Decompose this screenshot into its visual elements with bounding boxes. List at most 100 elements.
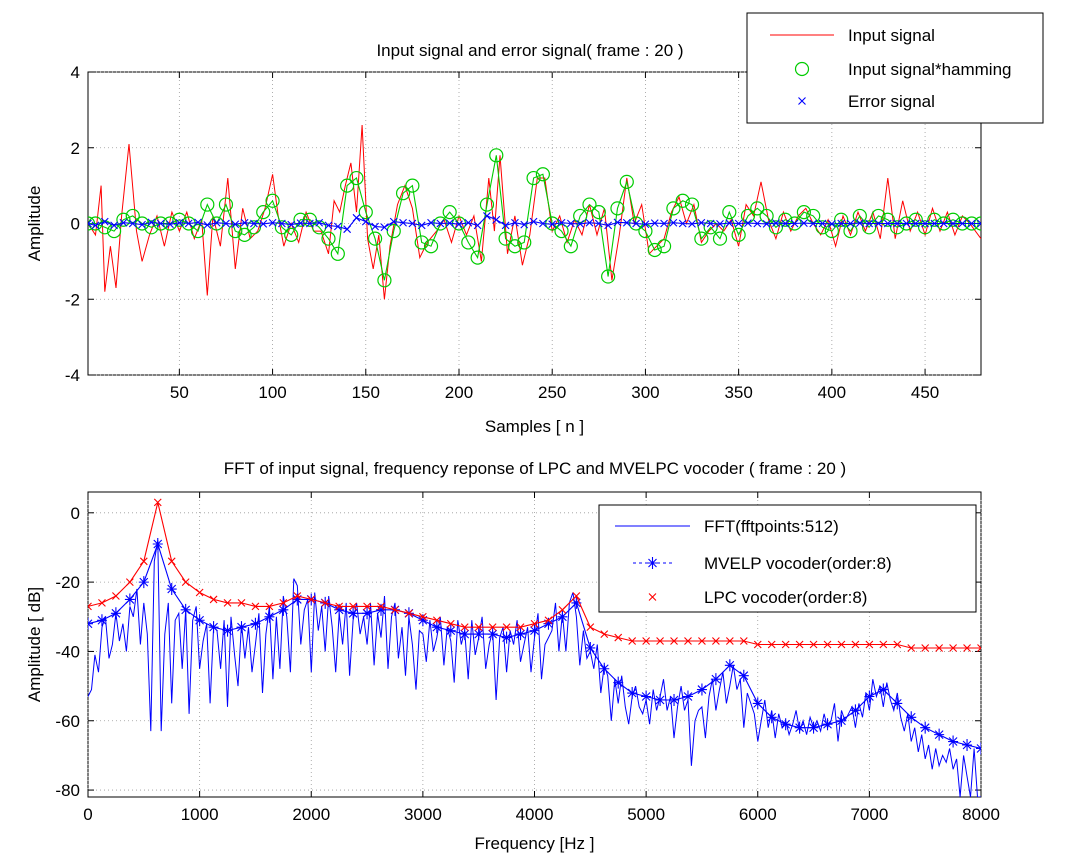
data-point xyxy=(517,235,532,250)
data-point xyxy=(767,640,776,649)
data-point xyxy=(696,683,707,696)
data-point xyxy=(851,640,860,649)
data-point xyxy=(939,219,948,228)
data-point xyxy=(647,242,662,258)
data-point xyxy=(744,219,752,228)
data-point xyxy=(507,239,523,254)
data-point xyxy=(529,624,540,637)
data-point xyxy=(759,208,774,224)
legend-label: Input signal*hamming xyxy=(848,60,1011,79)
data-point xyxy=(921,644,930,652)
data-point xyxy=(110,221,118,230)
data-point xyxy=(890,220,905,235)
data-point xyxy=(827,219,836,228)
data-point xyxy=(836,714,847,727)
y-tick-label: -80 xyxy=(55,781,80,800)
data-point xyxy=(110,607,121,620)
data-point xyxy=(321,599,330,607)
data-point xyxy=(837,219,846,228)
data-point xyxy=(256,205,271,220)
data-point xyxy=(445,624,456,637)
data-point xyxy=(920,721,931,734)
data-point xyxy=(893,640,902,649)
data-point xyxy=(843,223,858,239)
x-tick-label: 8000 xyxy=(962,805,1000,824)
data-point xyxy=(883,219,892,228)
data-point xyxy=(124,593,135,606)
data-point xyxy=(669,218,678,227)
data-point xyxy=(655,693,666,706)
data-point xyxy=(594,219,603,228)
data-point xyxy=(600,630,609,638)
data-point xyxy=(460,623,469,632)
data-point xyxy=(264,610,275,623)
data-point xyxy=(473,221,482,230)
data-point xyxy=(822,718,833,731)
data-point xyxy=(371,222,379,231)
legend: Input signal Input signal*hamming Error si… xyxy=(746,12,1044,124)
data-point xyxy=(641,220,650,229)
data-point xyxy=(119,218,128,227)
data-point xyxy=(967,219,976,228)
data-point xyxy=(172,212,187,227)
data-point xyxy=(474,623,483,632)
data-point xyxy=(405,178,420,193)
data-point xyxy=(376,603,387,616)
data-point xyxy=(864,690,875,703)
data-point xyxy=(479,197,495,212)
chart-title: Input signal and error signal( frame : 2… xyxy=(376,41,683,60)
data-point xyxy=(907,644,916,652)
y-axis-label: Amplitude xyxy=(25,186,44,262)
data-point xyxy=(464,218,473,227)
data-point xyxy=(927,212,942,227)
data-point xyxy=(582,197,597,212)
data-point xyxy=(473,628,484,641)
data-point xyxy=(251,602,260,611)
data-point xyxy=(349,602,357,611)
legend-marker xyxy=(647,557,658,569)
legend-marker xyxy=(798,97,806,105)
data-point xyxy=(330,246,345,261)
data-point xyxy=(917,220,933,235)
data-point xyxy=(259,219,268,228)
data-point xyxy=(97,220,112,235)
data-point xyxy=(548,220,557,229)
data-point xyxy=(632,219,640,228)
data-point xyxy=(576,219,585,228)
data-point xyxy=(684,637,692,645)
data-point xyxy=(418,612,427,621)
legend-label: LPC vocoder(order:8) xyxy=(704,588,867,607)
data-point xyxy=(806,208,821,224)
data-point xyxy=(529,217,538,226)
data-point xyxy=(138,220,146,229)
data-point xyxy=(277,219,286,228)
data-point xyxy=(166,220,174,229)
data-point xyxy=(125,208,140,224)
data-point xyxy=(231,220,240,229)
data-point xyxy=(772,219,780,228)
data-point xyxy=(348,607,359,620)
series-2 xyxy=(88,148,981,288)
data-point xyxy=(445,219,454,228)
data-point xyxy=(194,218,202,227)
data-point xyxy=(530,619,539,628)
x-tick-label: 100 xyxy=(258,383,286,402)
data-point xyxy=(194,614,205,627)
data-point xyxy=(902,219,911,228)
data-point xyxy=(386,223,401,239)
data-point xyxy=(209,595,218,604)
legend-box xyxy=(746,12,1044,124)
data-point xyxy=(461,235,476,250)
data-point xyxy=(292,593,303,606)
data-point xyxy=(139,557,148,566)
data-point xyxy=(614,633,623,642)
data-point xyxy=(391,605,399,614)
data-point xyxy=(710,673,721,686)
data-point xyxy=(488,623,497,632)
y-tick-label: -4 xyxy=(65,366,80,385)
data-point xyxy=(417,221,426,230)
x-tick-label: 350 xyxy=(724,383,752,402)
data-point xyxy=(100,217,109,226)
data-point xyxy=(627,687,638,700)
data-point xyxy=(195,588,204,597)
